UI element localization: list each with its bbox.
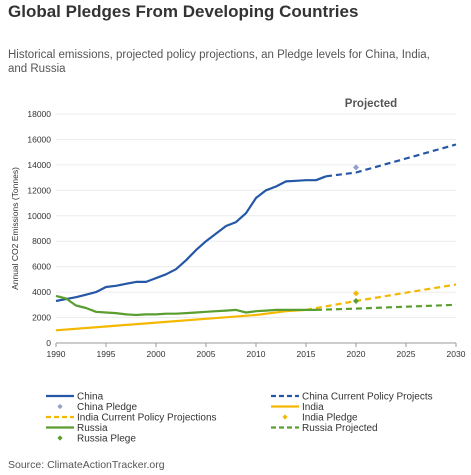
legend-label-china: China — [77, 392, 104, 403]
legend-label-india: India — [302, 402, 324, 413]
x-tick-label: 1990 — [47, 349, 66, 359]
y-tick-label: 6000 — [32, 262, 51, 272]
x-tick-label: 1995 — [97, 349, 116, 359]
y-tick-label: 14000 — [27, 160, 51, 170]
china-pledge-marker — [353, 164, 359, 171]
y-tick-label: 12000 — [27, 185, 51, 195]
russia-plege-marker — [353, 298, 359, 305]
x-tick-label: 2000 — [147, 349, 166, 359]
x-tick-label: 2015 — [297, 349, 316, 359]
source-note: Source: ClimateActionTracker.org — [8, 459, 165, 471]
legend-label-china-current-policy-projects: China Current Policy Projects — [302, 392, 433, 403]
y-tick-label: 8000 — [32, 236, 51, 246]
india-current-policy-projections-line — [305, 283, 457, 311]
legend-label-russia: Russia — [77, 423, 108, 434]
y-tick-label: 10000 — [27, 211, 51, 221]
legend-label-russia-projected: Russia Projected — [302, 423, 378, 434]
legend: China China Current Policy Projects China … — [46, 392, 433, 445]
china-line — [55, 175, 327, 303]
y-tick-label: 4000 — [32, 287, 51, 297]
legend-label-india-current-policy-projections: India Current Policy Projections — [77, 413, 217, 424]
axes: 0 2000 4000 6000 8000 10000 12000 14000 16000 180… — [10, 98, 466, 359]
legend-label-india-pledge: India Pledge — [302, 413, 358, 424]
legend-label-china-pledge: China Pledge — [77, 402, 137, 413]
india-pledge-marker — [353, 290, 359, 297]
x-tick-label: 2010 — [247, 349, 266, 359]
chart-subtitle: Historical emissions, projected policy p… — [8, 49, 430, 75]
projected-annotation: Projected — [345, 98, 397, 110]
chart-title: Global Pledges From Developing Countries — [8, 2, 359, 21]
y-axis-label: Annual CO2 Emissions (Tonnes) — [10, 167, 20, 290]
x-tick-label: 2020 — [347, 349, 366, 359]
russia-line — [55, 294, 316, 317]
legend-swatch-china-pledge — [57, 403, 63, 410]
y-tick-label: 16000 — [27, 134, 51, 144]
india-line — [55, 308, 307, 332]
y-tick-label: 0 — [46, 338, 51, 348]
x-tick-label: 2005 — [197, 349, 216, 359]
pledge-markers — [353, 164, 359, 305]
x-tick-label: 2030 — [447, 349, 466, 359]
russia-projected-line — [315, 303, 457, 311]
gridlines — [56, 113, 456, 319]
china-current-policy-projects-line — [325, 143, 457, 178]
legend-swatch-russia-plege — [57, 435, 63, 441]
x-tick-label: 2025 — [397, 349, 416, 359]
y-tick-label: 18000 — [27, 109, 51, 119]
series-lines — [55, 143, 457, 332]
legend-swatch-india-pledge — [282, 414, 288, 420]
legend-label-russia-plege: Russia Plege — [77, 434, 136, 445]
y-tick-label: 2000 — [32, 313, 51, 323]
